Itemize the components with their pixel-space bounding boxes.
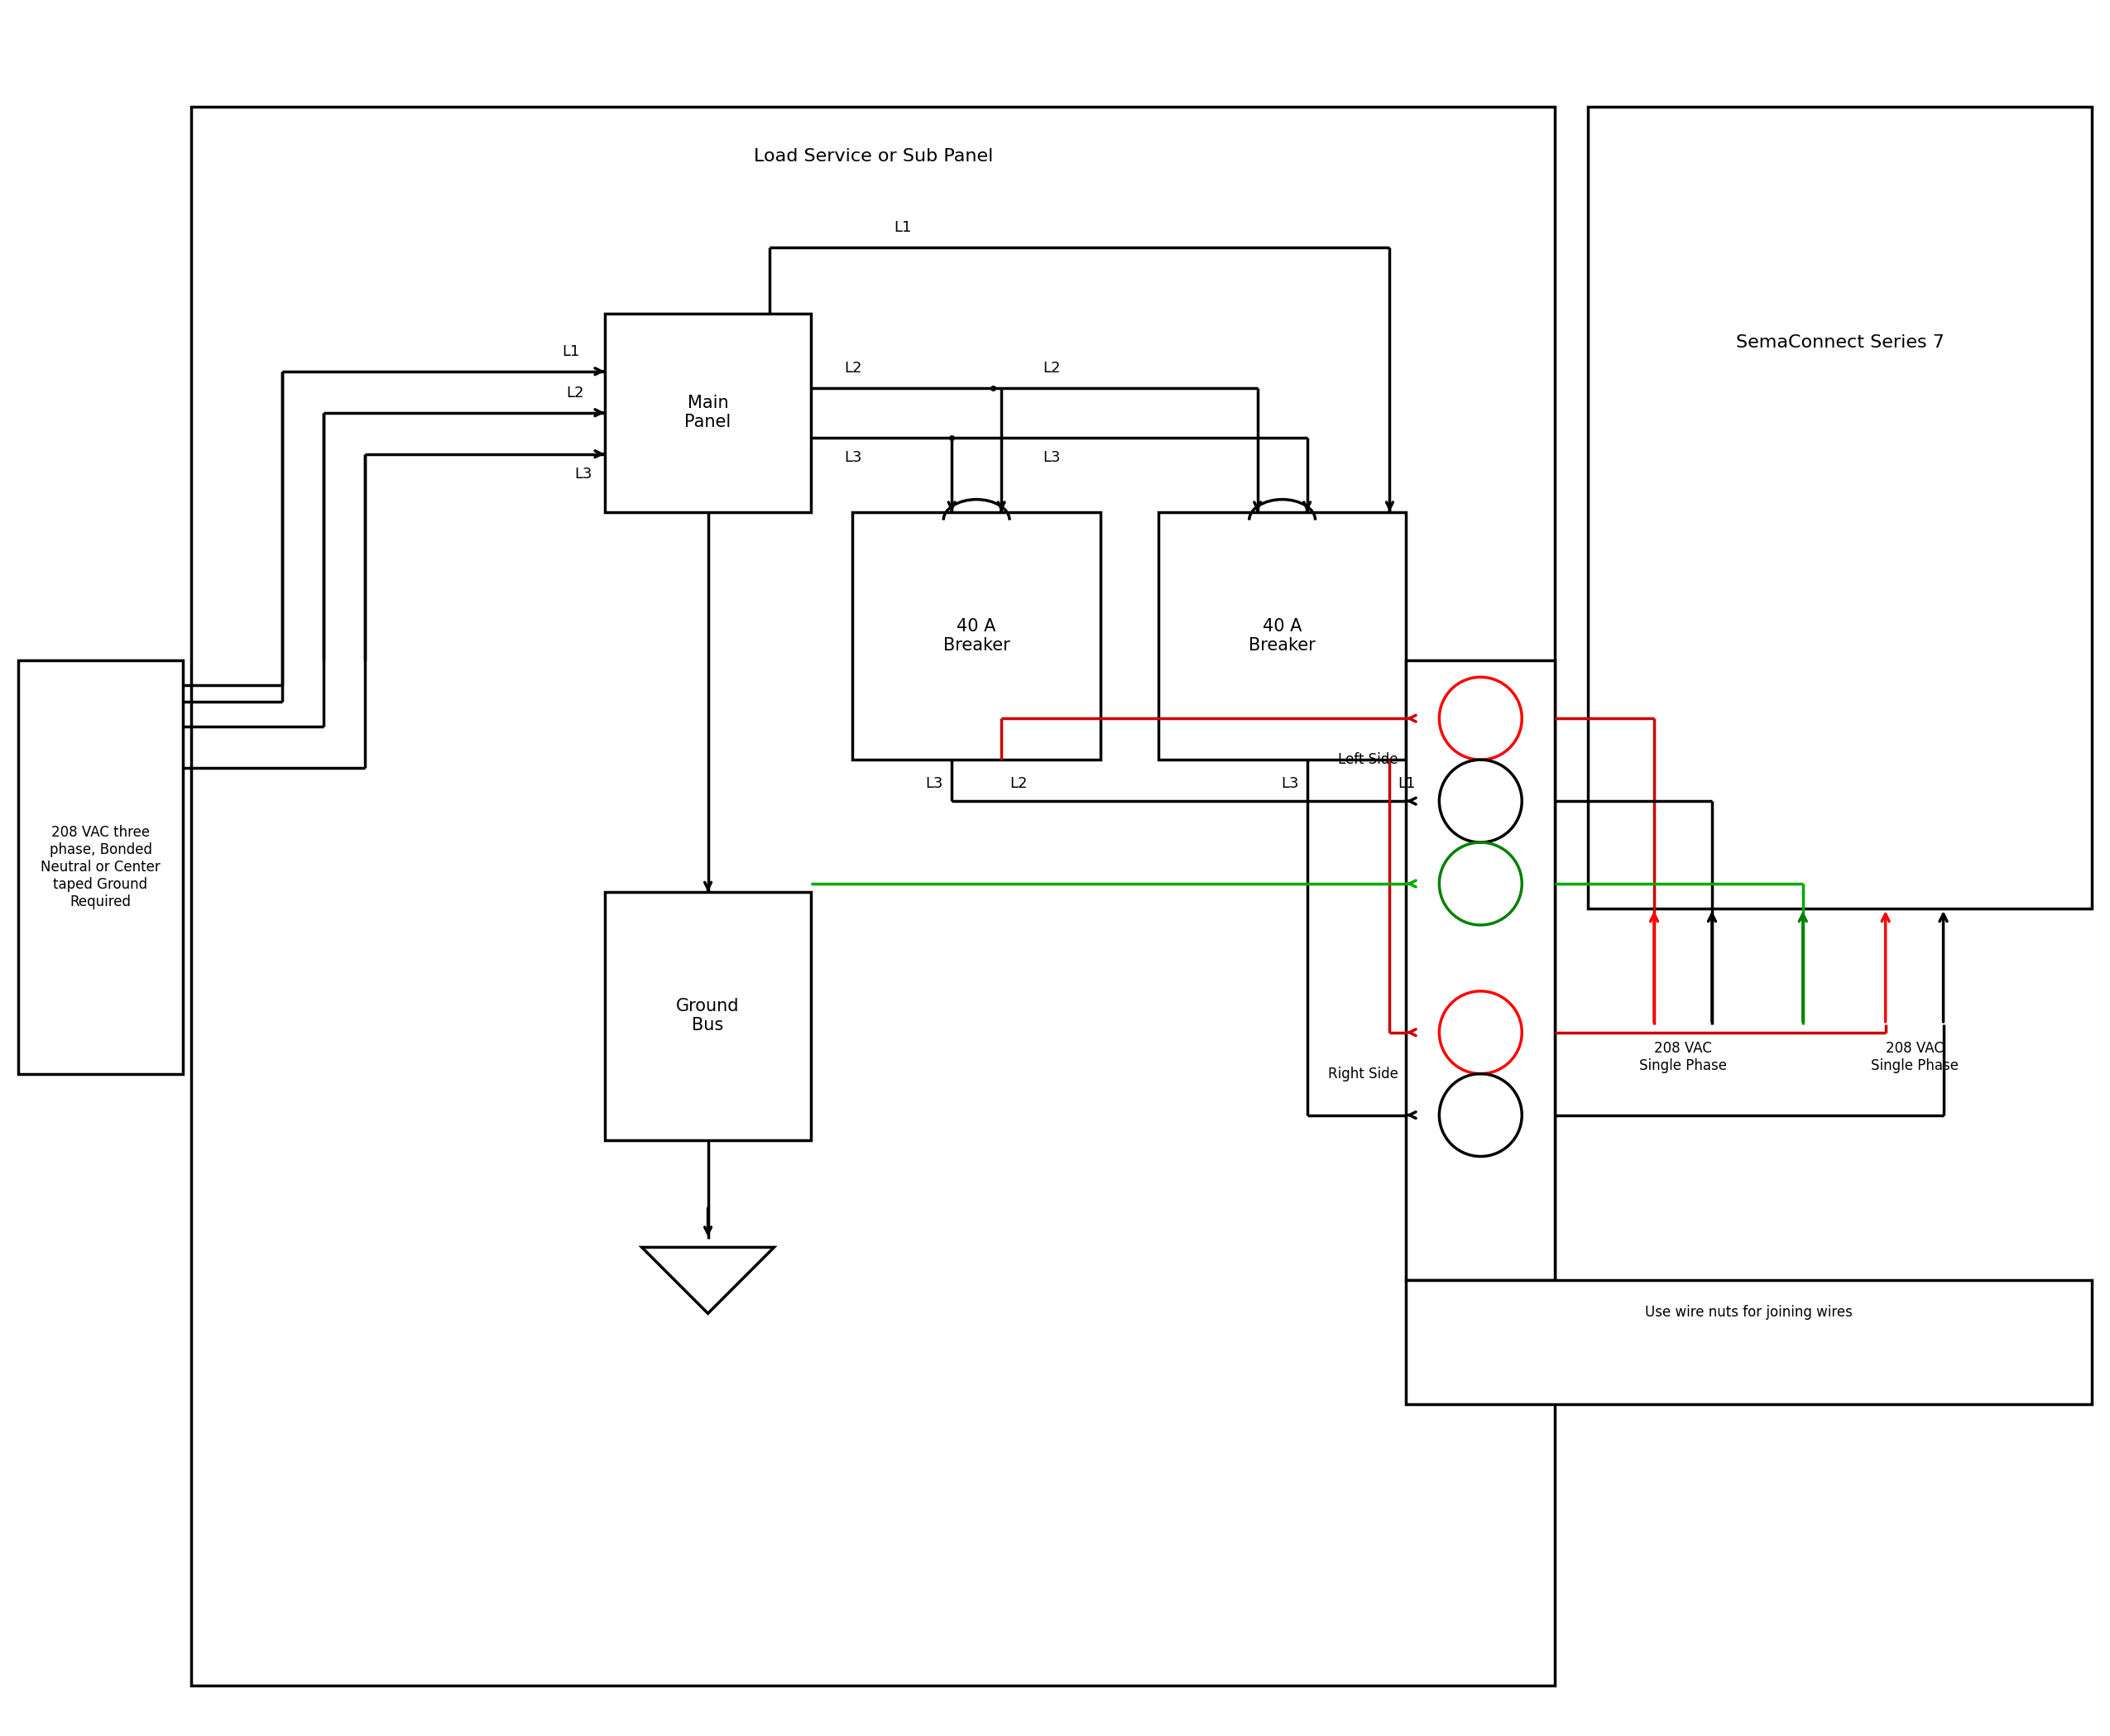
Text: Use wire nuts for joining wires: Use wire nuts for joining wires xyxy=(1646,1305,1853,1319)
Text: L3: L3 xyxy=(926,776,943,792)
Text: 40 A
Breaker: 40 A Breaker xyxy=(1249,618,1317,654)
Text: L3: L3 xyxy=(574,467,593,481)
Text: L3: L3 xyxy=(844,450,863,465)
Text: L1: L1 xyxy=(1399,776,1416,792)
Text: L3: L3 xyxy=(1042,450,1061,465)
Text: 40 A
Breaker: 40 A Breaker xyxy=(943,618,1011,654)
Text: L2: L2 xyxy=(1042,361,1061,375)
Bar xyxy=(17,661,184,1075)
Text: L1: L1 xyxy=(561,344,580,359)
Text: Ground
Bus: Ground Bus xyxy=(677,998,741,1035)
Bar xyxy=(1405,661,1555,1281)
Text: Load Service or Sub Panel: Load Service or Sub Panel xyxy=(753,148,994,165)
Text: 208 VAC
Single Phase: 208 VAC Single Phase xyxy=(1639,1040,1726,1073)
Text: Right Side: Right Side xyxy=(1327,1066,1399,1082)
Text: Left Side: Left Side xyxy=(1338,752,1399,767)
Bar xyxy=(606,892,810,1141)
Text: L2: L2 xyxy=(565,385,584,401)
Text: SemaConnect Series 7: SemaConnect Series 7 xyxy=(1737,333,1943,351)
Text: Main
Panel: Main Panel xyxy=(684,394,732,431)
Text: 208 VAC three
phase, Bonded
Neutral or Center
taped Ground
Required: 208 VAC three phase, Bonded Neutral or C… xyxy=(40,825,160,910)
Text: L2: L2 xyxy=(844,361,863,375)
Bar xyxy=(1589,108,2093,908)
Bar xyxy=(192,108,1555,1686)
Text: L1: L1 xyxy=(895,220,912,234)
Text: L3: L3 xyxy=(1281,776,1300,792)
Text: 208 VAC
Single Phase: 208 VAC Single Phase xyxy=(1872,1040,1958,1073)
Bar xyxy=(606,314,810,512)
Bar xyxy=(1158,512,1405,760)
Bar xyxy=(1405,1281,2093,1404)
Bar xyxy=(852,512,1101,760)
Text: L2: L2 xyxy=(1009,776,1028,792)
